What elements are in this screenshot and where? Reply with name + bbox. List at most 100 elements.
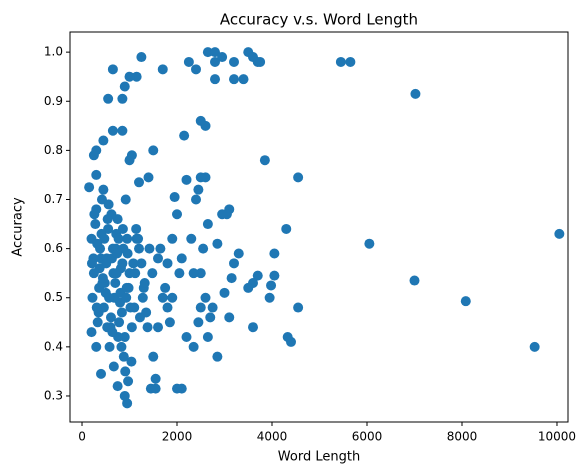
point: [153, 253, 164, 264]
point: [86, 258, 97, 269]
point: [181, 174, 192, 185]
point: [117, 125, 128, 136]
point: [142, 322, 153, 333]
point: [248, 322, 259, 333]
point: [195, 172, 206, 183]
point: [97, 273, 108, 284]
y-tick-label: 0.4: [44, 339, 63, 353]
point: [99, 233, 110, 244]
point: [198, 243, 209, 254]
point: [131, 223, 142, 234]
point: [259, 155, 270, 166]
point: [96, 368, 107, 379]
y-tick-label: 0.5: [44, 290, 63, 304]
point: [144, 243, 155, 254]
point: [134, 312, 145, 323]
point: [217, 209, 228, 220]
point: [136, 258, 147, 269]
point: [195, 268, 206, 279]
point: [164, 317, 175, 328]
point: [293, 302, 304, 313]
point: [179, 130, 190, 141]
point: [191, 194, 202, 205]
point: [150, 373, 161, 384]
point: [162, 302, 173, 313]
point: [217, 52, 228, 63]
point: [212, 238, 223, 249]
point: [210, 56, 221, 67]
point: [107, 327, 118, 338]
point: [108, 361, 119, 372]
point: [121, 282, 132, 293]
point: [90, 219, 101, 230]
point: [121, 292, 132, 303]
point: [126, 322, 137, 333]
point: [157, 64, 168, 75]
point: [104, 292, 115, 303]
point: [155, 243, 166, 254]
y-axis-label: Accuracy: [11, 197, 26, 257]
point: [87, 292, 98, 303]
x-axis-label: Word Length: [278, 450, 360, 464]
point: [264, 292, 275, 303]
point: [188, 268, 199, 279]
plot-frame: [69, 31, 569, 423]
point: [128, 258, 139, 269]
point: [238, 74, 249, 85]
point: [174, 268, 185, 279]
point: [98, 184, 109, 195]
point: [205, 312, 216, 323]
x-tick-label: 10000: [538, 430, 576, 444]
point: [269, 248, 280, 259]
point: [183, 56, 194, 67]
point: [136, 52, 147, 63]
point: [229, 74, 240, 85]
point: [233, 248, 244, 259]
point: [193, 317, 204, 328]
point: [554, 228, 565, 239]
point: [193, 184, 204, 195]
point: [137, 292, 148, 303]
point: [200, 292, 211, 303]
point: [219, 287, 230, 298]
point: [102, 214, 113, 225]
point: [116, 341, 127, 352]
point: [176, 253, 187, 264]
point: [167, 292, 178, 303]
point: [181, 332, 192, 343]
point: [91, 145, 102, 156]
point: [281, 223, 292, 234]
point: [409, 275, 420, 286]
point: [188, 341, 199, 352]
y-tick-label: 0.9: [44, 94, 63, 108]
y-tick-label: 0.8: [44, 143, 63, 157]
x-tick-label: 0: [78, 430, 86, 444]
point: [112, 248, 123, 259]
point: [98, 302, 109, 313]
point: [210, 74, 221, 85]
point: [167, 233, 178, 244]
point: [529, 341, 540, 352]
point: [186, 233, 197, 244]
point: [229, 56, 240, 67]
point: [110, 277, 121, 288]
point: [335, 56, 346, 67]
point: [169, 192, 180, 203]
point: [195, 115, 206, 126]
point: [150, 383, 161, 394]
point: [202, 332, 213, 343]
point: [123, 376, 134, 387]
point: [134, 177, 145, 188]
point: [255, 56, 266, 67]
point: [118, 351, 129, 362]
point: [157, 292, 168, 303]
point: [160, 282, 171, 293]
point: [207, 302, 218, 313]
x-tick-label: 6000: [352, 430, 383, 444]
point: [117, 223, 128, 234]
point: [114, 317, 125, 328]
y-tick-label: 0.3: [44, 388, 63, 402]
point: [172, 383, 183, 394]
point: [107, 125, 118, 136]
